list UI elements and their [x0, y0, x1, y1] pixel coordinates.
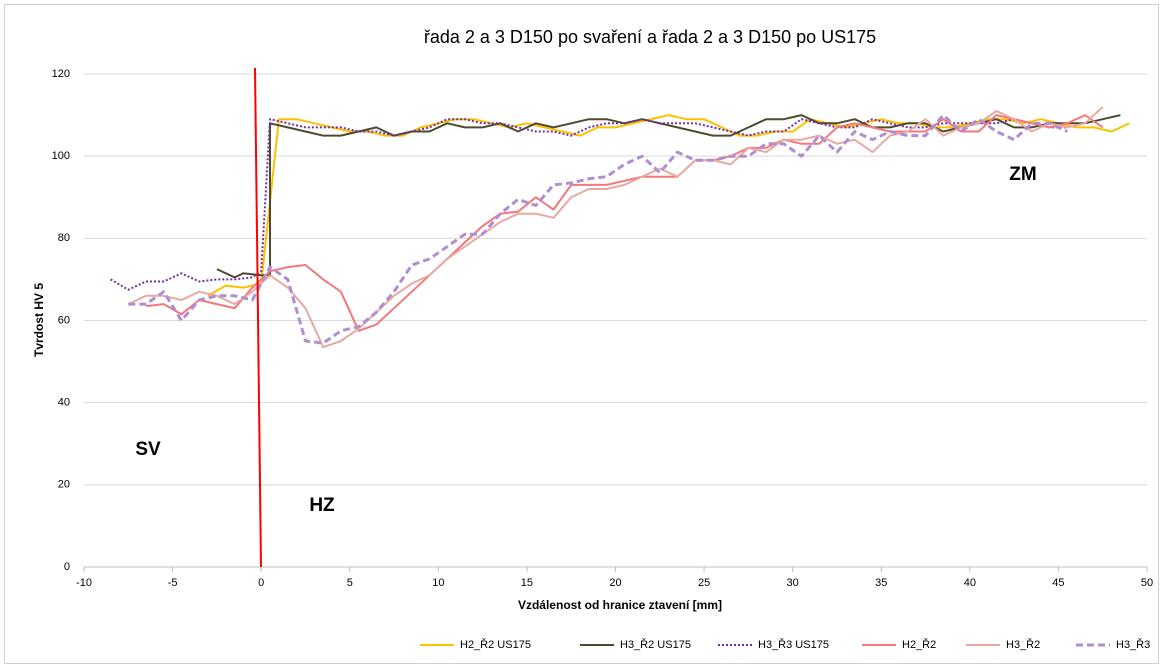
plot-area: 0 20 40 60 80 100 120 -10 -5 0 5 10 15 20 25 30 35 40 45 50: [52, 68, 1153, 589]
x-tick-label: 0: [258, 577, 264, 589]
y-tick-label: 80: [58, 232, 70, 244]
annotation: SV: [135, 439, 161, 460]
chart-frame: [4, 4, 1159, 664]
x-tick-label: 20: [609, 577, 621, 589]
data-line: [128, 113, 1068, 345]
x-tick-label: 5: [347, 577, 353, 589]
data-line: [145, 114, 1104, 332]
x-tick-label: 45: [1052, 577, 1064, 589]
y-tick-label: 60: [58, 314, 70, 326]
x-tick-label: 50: [1141, 577, 1153, 589]
x-tick-label: 25: [698, 577, 710, 589]
x-tick-label: -10: [76, 577, 92, 589]
y-tick-label: 120: [52, 68, 70, 80]
legend-label: H3_Ř2 US175: [620, 638, 691, 651]
x-tick-label: 30: [787, 577, 799, 589]
legend-label: H3_Ř3: [1116, 638, 1150, 651]
y-axis-label: Tvrdost HV 5: [32, 283, 46, 357]
x-tick-label: 35: [875, 577, 887, 589]
y-tick-label: 40: [58, 397, 70, 409]
legend-label: H3_Ř3 US175: [758, 638, 829, 651]
boundary-line: [254, 67, 262, 568]
annotation: HZ: [309, 495, 335, 516]
legend-label: H2_Ř2 US175: [460, 638, 531, 651]
x-tick-label: 10: [432, 577, 444, 589]
y-tick-label: 20: [58, 479, 70, 491]
legend-label: H2_Ř2: [902, 638, 936, 651]
chart-title: řada 2 a 3 D150 po svaření a řada 2 a 3 …: [424, 27, 876, 47]
x-tick-label: 15: [521, 577, 533, 589]
x-tick-label: -5: [168, 577, 178, 589]
y-tick-label: 100: [52, 150, 70, 162]
legend-label: H3_Ř2: [1006, 638, 1040, 651]
x-axis-label: Vzdálenost od hranice ztavení [mm]: [518, 598, 722, 612]
annotation: ZM: [1009, 164, 1036, 185]
y-tick-label: 0: [64, 561, 70, 573]
x-tick-label: 40: [964, 577, 976, 589]
